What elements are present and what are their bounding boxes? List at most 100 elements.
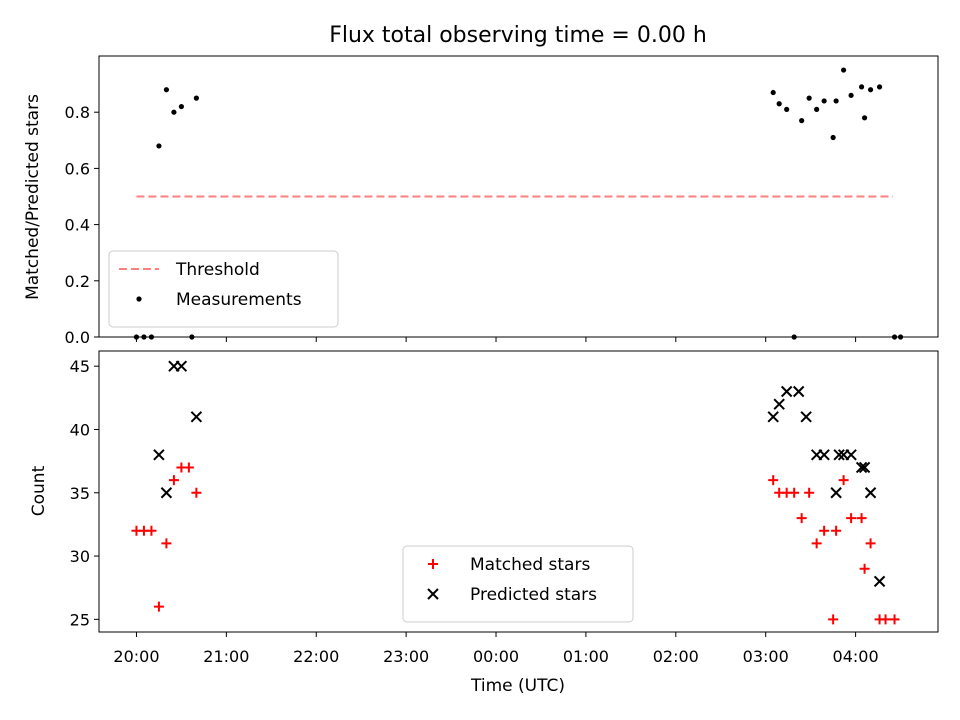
count-x-point [190, 411, 203, 423]
count-plus-point [796, 513, 807, 524]
ratio-dot-point [784, 106, 790, 112]
count-x-point [864, 487, 877, 499]
count-x-point [767, 411, 779, 423]
ratio-dot-point [776, 101, 782, 107]
count-plus-point [838, 475, 849, 486]
ratio-dot-point [791, 334, 797, 340]
count-legend-label: Matched stars [470, 555, 590, 575]
ratio-dot-point [178, 103, 185, 110]
ratio-panel: 0.00.20.40.60.8 Matched/Predicted stars … [23, 55, 939, 347]
ratio-dot-point [867, 87, 874, 93]
count-x-point [855, 461, 868, 474]
count-x-point [160, 487, 173, 499]
count-y-tick-label: 40 [70, 420, 90, 439]
ratio-dot-point [163, 87, 170, 93]
x-tick-label: 00:00 [473, 647, 519, 666]
count-x-point [818, 449, 830, 461]
count-legend-plus-swatch [428, 559, 438, 569]
ratio-legend-box [108, 250, 339, 328]
ratio-y-tick-label: 0.0 [65, 328, 90, 347]
ratio-dot-point [141, 334, 147, 340]
count-plus-point [811, 538, 822, 549]
ratio-dot-point [848, 92, 854, 98]
count-plus-point [168, 475, 179, 486]
count-plus-point [846, 513, 857, 524]
count-plus-point [889, 614, 900, 625]
count-x-ticks: 20:00 21:00 22:00 23:00 00:00 01:00 02:00 03:00… [113, 632, 879, 666]
count-x-point [833, 449, 845, 461]
count-x-point [845, 449, 857, 461]
count-y-tick-label: 25 [70, 610, 90, 629]
x-tick-label: 22:00 [293, 647, 339, 666]
count-plus-point [191, 487, 202, 498]
count-plus-point [804, 487, 815, 498]
count-x-point [800, 411, 812, 423]
x-tick-label: 02:00 [653, 647, 699, 666]
count-x-point [792, 385, 805, 398]
x-tick-label: 21:00 [203, 647, 249, 666]
ratio-legend-label: Measurements [176, 290, 302, 310]
count-plus-point [183, 462, 194, 473]
x-axis-label: Time (UTC) [470, 676, 565, 696]
ratio-y-ticks: 0.0 0.2 0.4 0.6 0.8 [65, 103, 99, 347]
x-tick-label: 20:00 [113, 647, 159, 666]
ratio-dot-point [833, 98, 839, 104]
ratio-x-ticks [135, 337, 857, 342]
ratio-dot-point [891, 334, 898, 340]
count-x-point [858, 461, 871, 474]
ratio-dot-point [171, 109, 177, 115]
ratio-y-tick-label: 0.8 [65, 103, 90, 122]
ratio-dot-point [814, 106, 820, 112]
count-x-point [153, 449, 165, 461]
ratio-y-tick-label: 0.6 [65, 159, 90, 178]
count-plus-point [819, 525, 830, 536]
ratio-dot-point [799, 118, 805, 124]
ratio-dot-point [193, 95, 199, 101]
count-plus-point [161, 538, 172, 549]
count-x-point [873, 575, 886, 588]
ratio-legend-label: Threshold [175, 260, 260, 280]
count-marks [131, 360, 900, 625]
x-tick-label: 04:00 [833, 647, 879, 666]
ratio-marks [133, 67, 904, 340]
count-plus-point [880, 614, 891, 625]
ratio-dot-point [830, 134, 836, 141]
ratio-dot-point [770, 89, 776, 96]
ratio-dot-point [897, 334, 904, 340]
ratio-legend: Threshold Measurements [108, 250, 339, 328]
count-legend-label: Predicted stars [470, 585, 597, 605]
count-x-point [780, 385, 793, 398]
x-tick-label: 03:00 [743, 647, 789, 666]
count-x-point [175, 360, 188, 372]
ratio-dot-point [821, 98, 827, 104]
count-y-axis-label: Count [29, 465, 49, 516]
ratio-dot-point [148, 334, 155, 340]
x-tick-label: 01:00 [563, 647, 609, 666]
ratio-dot-point [841, 67, 847, 73]
ratio-dot-point [156, 143, 162, 149]
count-plus-point [768, 475, 779, 486]
count-x-point [773, 398, 785, 410]
ratio-dot-point [858, 84, 865, 90]
count-y-tick-label: 35 [70, 484, 90, 503]
count-legend-box [402, 545, 634, 623]
ratio-dot-point [133, 334, 140, 340]
x-tick-label: 23:00 [383, 647, 429, 666]
ratio-dot-point [861, 115, 868, 121]
count-panel: 25 30 35 40 45 20:00 21:00 22:00 23:00 00:00 01:0… [29, 350, 939, 666]
count-plus-point [146, 525, 157, 536]
count-y-tick-label: 45 [70, 357, 90, 376]
ratio-legend-dot-swatch [136, 296, 142, 302]
count-plus-point [859, 563, 870, 574]
count-x-point [830, 487, 842, 499]
ratio-dot-point [189, 334, 195, 340]
count-legend: Matched stars Predicted stars [402, 545, 634, 623]
count-plus-point [789, 487, 800, 498]
ratio-y-axis-label: Matched/Predicted stars [23, 94, 43, 300]
ratio-dot-point [876, 84, 883, 90]
count-plus-point [153, 601, 164, 612]
count-legend-x-swatch [427, 588, 439, 600]
count-y-ticks: 25 30 35 40 45 [70, 357, 99, 629]
count-plus-point [856, 513, 867, 524]
